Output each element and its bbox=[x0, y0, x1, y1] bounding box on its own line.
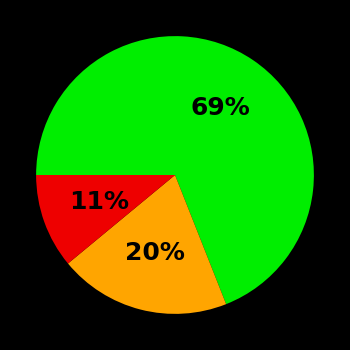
Wedge shape bbox=[68, 175, 226, 314]
Text: 69%: 69% bbox=[190, 96, 250, 120]
Wedge shape bbox=[36, 36, 314, 304]
Text: 20%: 20% bbox=[125, 241, 185, 265]
Wedge shape bbox=[36, 175, 175, 264]
Text: 11%: 11% bbox=[69, 190, 129, 214]
